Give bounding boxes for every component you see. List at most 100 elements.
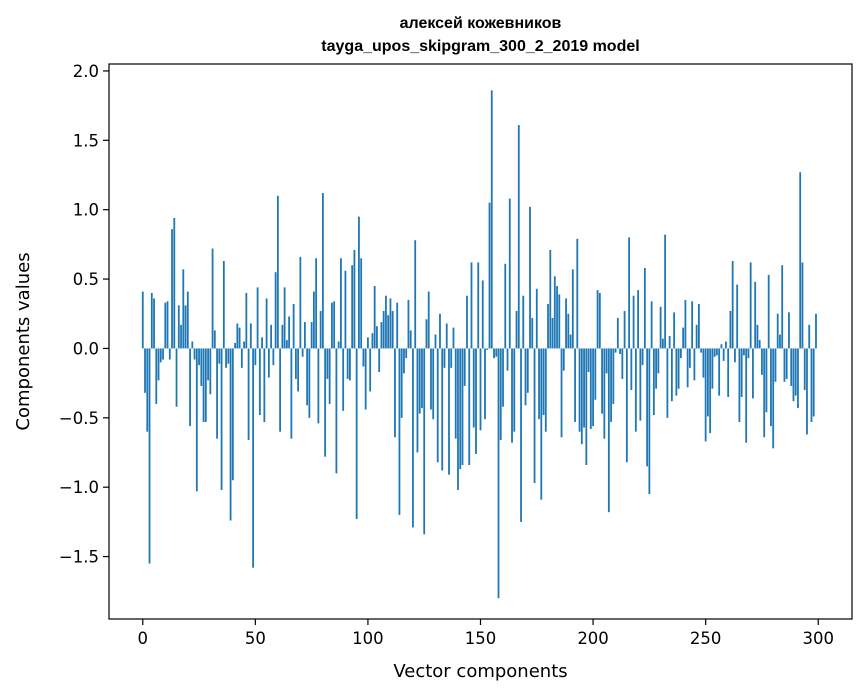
bar	[790, 348, 793, 386]
bar	[601, 348, 603, 414]
bar	[355, 348, 358, 520]
bar	[443, 348, 446, 368]
bar	[380, 322, 383, 349]
bar	[605, 348, 608, 374]
bar	[466, 295, 468, 349]
bar	[738, 348, 741, 422]
bar	[144, 348, 146, 393]
bar	[574, 348, 576, 422]
x-tick-label: 300	[802, 629, 834, 648]
bar	[558, 294, 561, 349]
bar	[416, 348, 419, 453]
bar	[418, 348, 421, 414]
bar	[326, 348, 329, 379]
bar	[427, 291, 430, 349]
bar	[445, 323, 448, 349]
bar	[180, 324, 182, 349]
bar	[637, 290, 640, 349]
bar	[238, 327, 241, 349]
bar	[607, 348, 610, 513]
bar	[677, 348, 680, 389]
bar	[459, 348, 462, 470]
bar	[225, 348, 227, 368]
y-tick-label: −1.5	[59, 548, 99, 567]
bar	[589, 348, 592, 429]
bar	[279, 348, 282, 432]
bar	[258, 348, 261, 416]
bar	[803, 348, 806, 391]
bar	[801, 262, 804, 349]
bar	[362, 348, 365, 367]
bar	[664, 234, 667, 349]
bar	[799, 172, 802, 349]
bar	[159, 348, 162, 363]
chart-subtitle: tayga_upos_skipgram_300_2_2019 model	[321, 38, 639, 55]
bar	[749, 262, 752, 349]
bar	[340, 258, 342, 349]
bar	[252, 348, 254, 568]
bar	[736, 284, 739, 349]
bar	[157, 348, 160, 381]
bar	[614, 348, 617, 353]
bar	[598, 292, 601, 349]
bar	[535, 288, 538, 349]
bar	[162, 348, 164, 360]
bar	[526, 348, 529, 393]
bar	[166, 301, 169, 349]
bar	[815, 313, 817, 349]
bar	[249, 323, 252, 349]
bar	[580, 348, 583, 445]
bar	[725, 341, 727, 349]
bar	[565, 298, 567, 349]
bar	[312, 291, 315, 349]
bar	[270, 324, 273, 349]
bar	[236, 323, 239, 349]
bar	[643, 267, 646, 349]
bar	[610, 348, 612, 422]
x-axis-label: Vector components	[393, 661, 567, 682]
chart-title: алексей кожевников	[400, 15, 562, 32]
bar	[364, 348, 367, 410]
bar	[177, 305, 180, 349]
bar	[213, 330, 216, 349]
bar	[315, 258, 318, 349]
bar	[369, 348, 372, 392]
bar	[448, 348, 450, 475]
bar	[475, 348, 477, 454]
y-tick-label: 1.5	[73, 131, 99, 150]
bar	[294, 348, 297, 379]
bar	[434, 334, 437, 349]
bar	[486, 348, 489, 350]
bar	[583, 348, 585, 428]
bar	[189, 348, 191, 427]
bar	[371, 333, 374, 349]
bar	[173, 218, 176, 349]
bar	[522, 295, 525, 349]
x-tick-label: 100	[352, 629, 384, 648]
bar	[481, 280, 484, 349]
bar	[171, 229, 173, 349]
bar	[148, 348, 151, 564]
bar	[524, 348, 527, 406]
bar	[702, 348, 705, 378]
bar	[504, 263, 507, 349]
bar	[432, 348, 435, 420]
bar	[612, 348, 615, 404]
bar	[247, 348, 250, 441]
bar	[303, 322, 306, 349]
bar	[520, 348, 522, 522]
bar	[378, 348, 381, 373]
bar	[331, 302, 333, 349]
bar	[385, 295, 387, 349]
y-tick-label: −1.0	[59, 478, 99, 497]
bar	[245, 292, 248, 349]
bar	[695, 324, 698, 349]
bar	[781, 265, 784, 349]
bar	[297, 348, 300, 392]
bar	[652, 348, 655, 416]
bar	[200, 348, 203, 386]
bar	[164, 302, 167, 349]
bar	[493, 348, 495, 359]
bar	[463, 348, 466, 386]
